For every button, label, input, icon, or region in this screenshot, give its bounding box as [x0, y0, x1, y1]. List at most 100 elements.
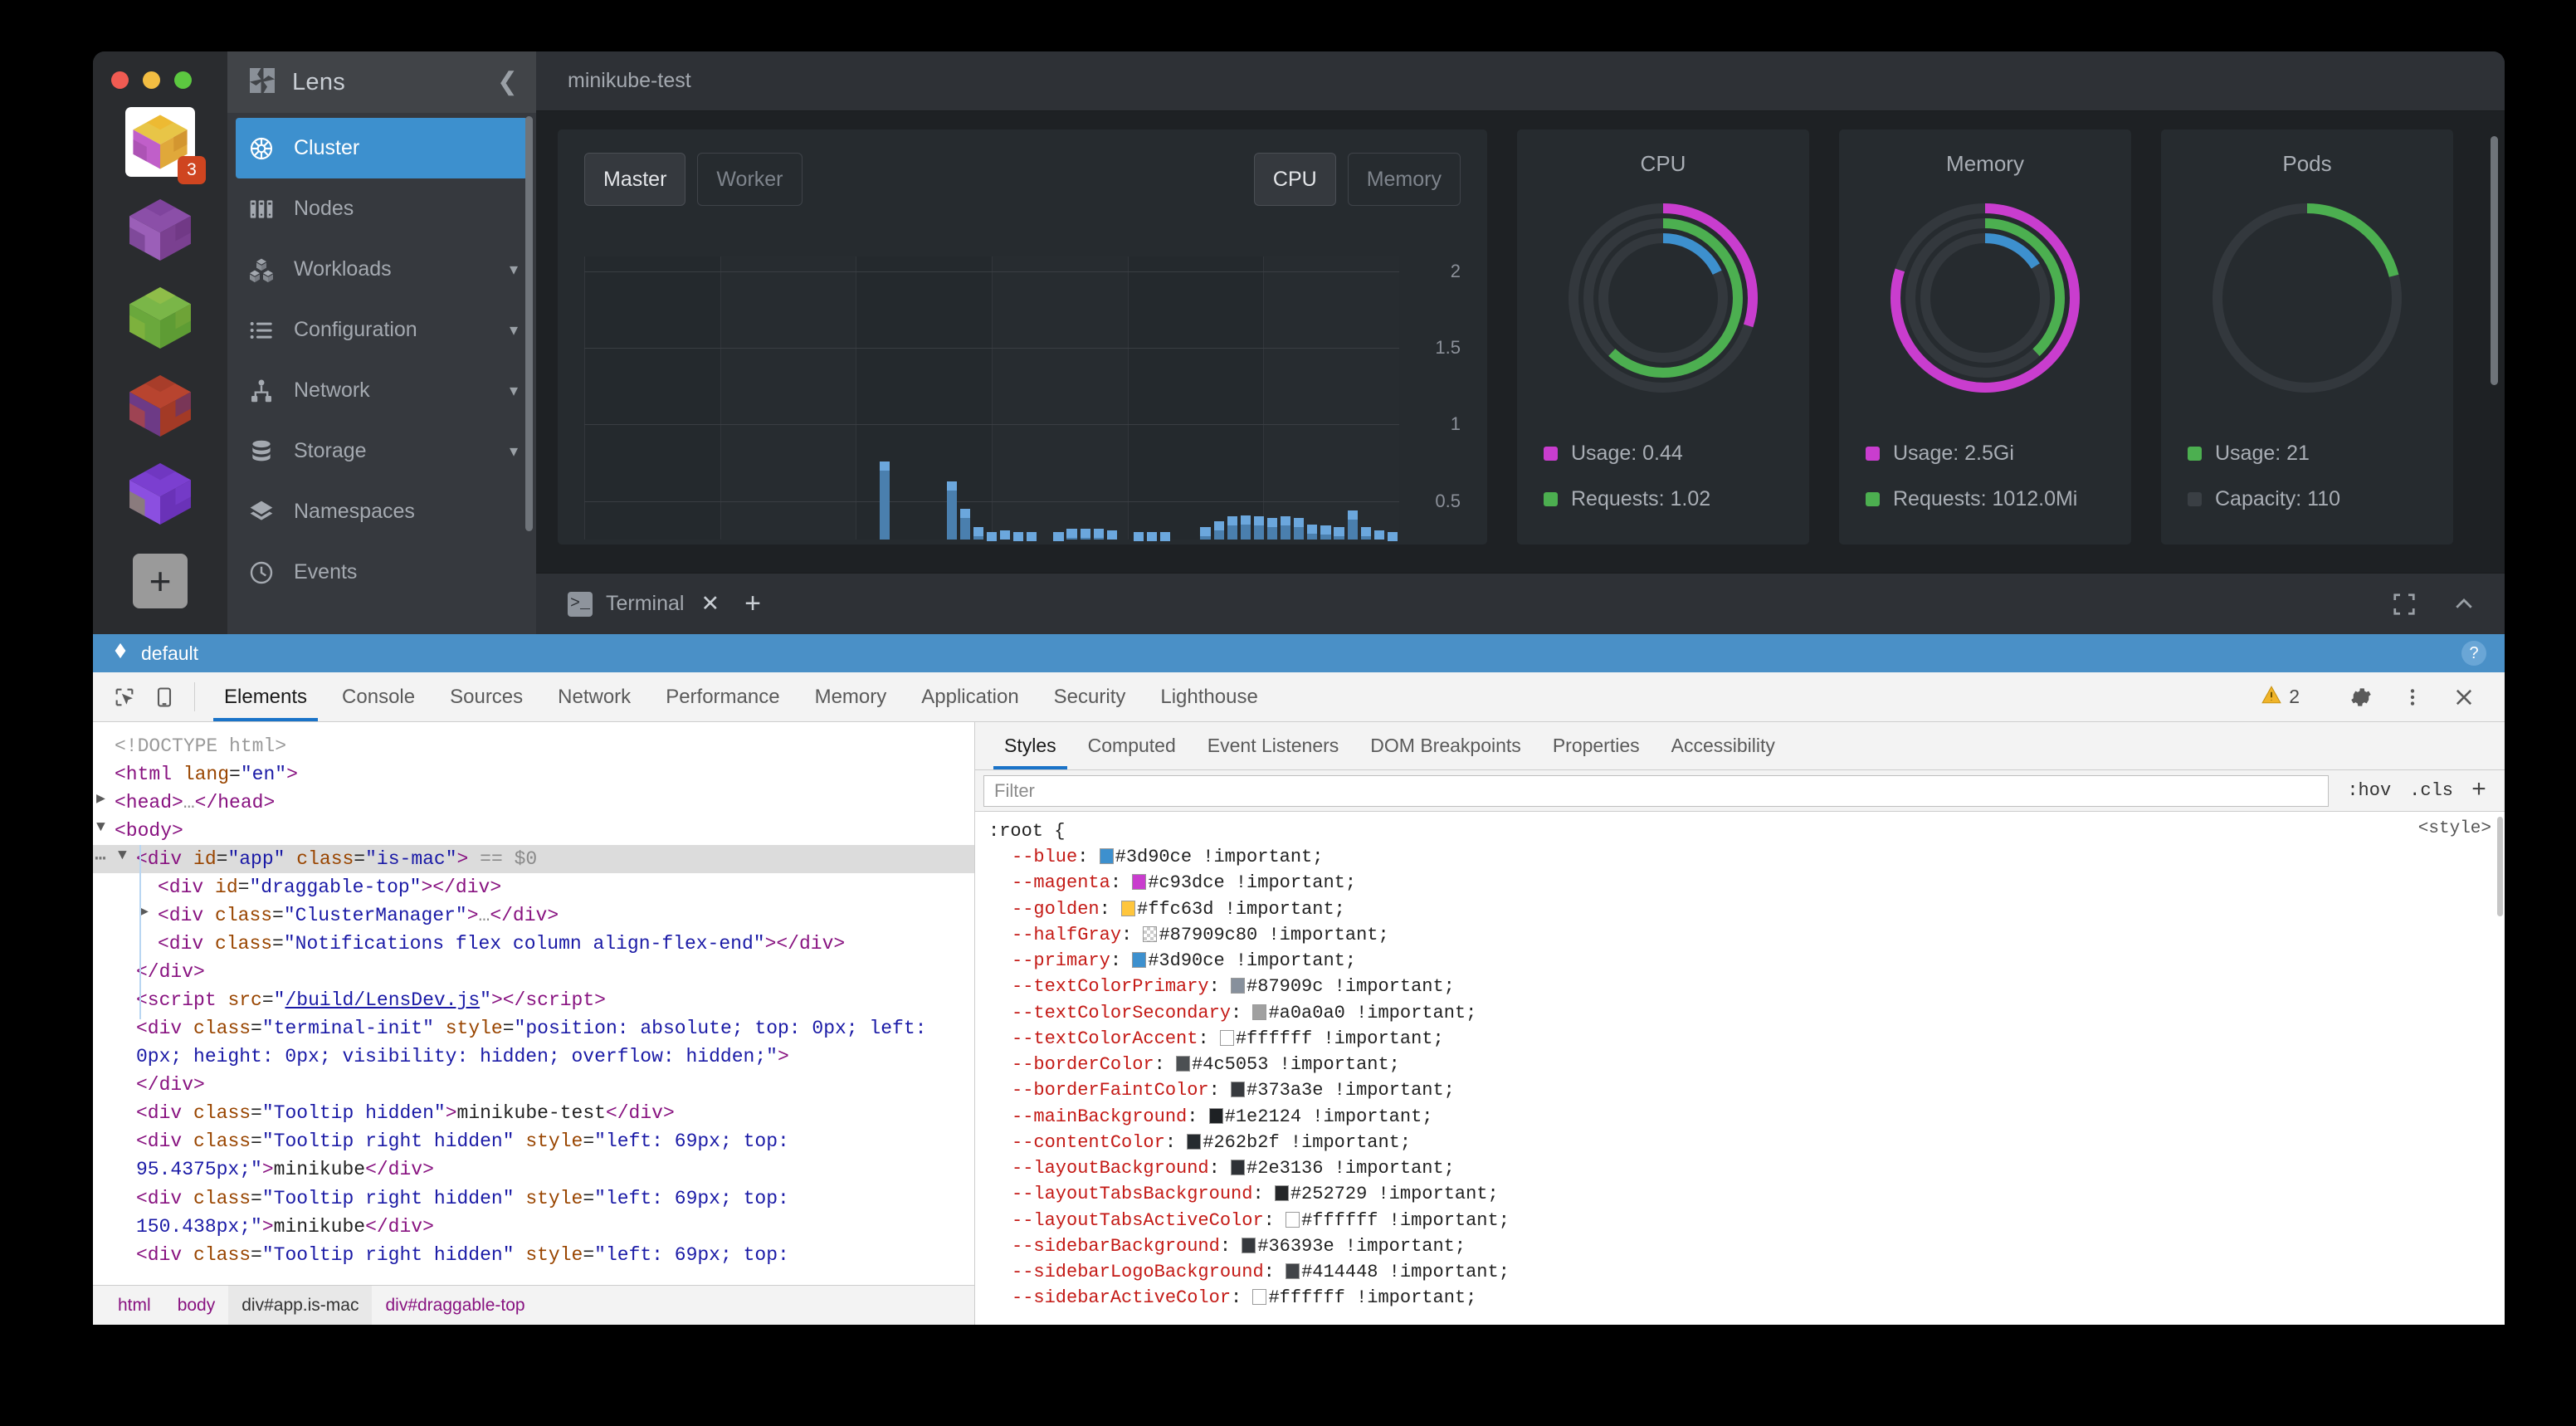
node-menu-icon[interactable]: ⋯: [95, 848, 108, 871]
style-declaration[interactable]: --sidebarActiveColor: #ffffff !important…: [1012, 1287, 1477, 1309]
close-window-button[interactable]: [111, 71, 129, 89]
cluster-icon-0[interactable]: 3: [125, 107, 206, 184]
dom-node-line[interactable]: ▼ <body>: [93, 817, 974, 845]
dom-tree[interactable]: <!DOCTYPE html> <html lang="en"> ▶ <head>…<…: [93, 722, 974, 1285]
breadcrumb-item[interactable]: div#draggable-top: [385, 1295, 525, 1315]
styles-scrollbar[interactable]: [2497, 817, 2503, 916]
color-swatch[interactable]: [1176, 1056, 1191, 1072]
minimize-window-button[interactable]: [143, 71, 160, 89]
chevron-down-icon[interactable]: ▾: [509, 321, 518, 339]
maximize-window-button[interactable]: [174, 71, 192, 89]
dashboard-scrollbar[interactable]: [2491, 136, 2498, 385]
dom-node-line[interactable]: </div>: [136, 961, 205, 984]
style-declaration[interactable]: --mainBackground: #1e2124 !important;: [1012, 1106, 1433, 1127]
sidebar-item-network[interactable]: Network ▾: [227, 360, 536, 421]
color-swatch[interactable]: [1132, 952, 1147, 969]
styles-rules-list[interactable]: <style> :root { --blue: #3d90ce !importa…: [975, 812, 2505, 1325]
sidebar-item-configuration[interactable]: Configuration ▾: [227, 300, 536, 360]
styles-tab-event-listeners[interactable]: Event Listeners: [1207, 735, 1339, 756]
sidebar-item-namespaces[interactable]: Namespaces: [227, 481, 536, 542]
color-swatch[interactable]: [1242, 1237, 1256, 1253]
expand-toggle-icon[interactable]: ▼: [118, 847, 127, 865]
hover-state-button[interactable]: :hov: [2347, 780, 2392, 801]
tab-security[interactable]: Security: [1053, 685, 1126, 708]
style-declaration[interactable]: --borderColor: #4c5053 !important;: [1012, 1054, 1400, 1076]
color-swatch[interactable]: [1219, 1029, 1234, 1046]
style-declaration[interactable]: --halfGray: #87909c80 !important;: [1012, 924, 1389, 945]
sidebar-scrollbar[interactable]: [525, 116, 533, 531]
terminal-tab[interactable]: >_ Terminal: [568, 591, 684, 617]
sidebar-item-events[interactable]: Events: [227, 542, 536, 603]
dom-node-line[interactable]: <script src="/build/LensDev.js"></script…: [136, 989, 606, 1012]
fullscreen-icon[interactable]: [2392, 592, 2417, 617]
close-icon[interactable]: [2438, 686, 2490, 709]
tab-console[interactable]: Console: [342, 685, 416, 708]
styles-tab-properties[interactable]: Properties: [1552, 735, 1640, 756]
breadcrumb-item[interactable]: div#app.is-mac: [228, 1286, 373, 1325]
dom-node-line[interactable]: <html lang="en">: [115, 764, 298, 786]
style-declaration[interactable]: --sidebarLogoBackground: #414448 !import…: [1012, 1261, 1510, 1282]
styles-filter-input[interactable]: Filter: [983, 774, 2330, 807]
close-icon[interactable]: ✕: [700, 591, 720, 616]
sidebar-item-storage[interactable]: Storage ▾: [227, 421, 536, 481]
help-icon[interactable]: ?: [2461, 641, 2486, 666]
style-declaration[interactable]: --textColorSecondary: #a0a0a0 !important…: [1012, 1002, 1477, 1023]
metric-button-memory[interactable]: Memory: [1347, 153, 1461, 206]
color-swatch[interactable]: [1252, 1289, 1267, 1306]
dom-node-line[interactable]: <div class="Tooltip hidden">minikube-tes…: [136, 1102, 675, 1125]
tab-performance[interactable]: Performance: [666, 685, 780, 708]
style-declaration[interactable]: --sidebarBackground: #36393e !important;: [1012, 1235, 1466, 1257]
cluster-icon-2[interactable]: [125, 283, 195, 353]
chevron-left-icon[interactable]: ❮: [496, 68, 518, 95]
color-swatch[interactable]: [1252, 1004, 1267, 1020]
dom-node-line[interactable]: <div id="draggable-top"></div>: [158, 877, 502, 899]
plus-icon[interactable]: +: [744, 588, 761, 619]
expand-toggle-icon[interactable]: ▼: [96, 819, 105, 837]
style-source-link[interactable]: <style>: [2417, 819, 2491, 838]
node-role-button-master[interactable]: Master: [584, 153, 686, 206]
style-declaration[interactable]: --textColorAccent: #ffffff !important;: [1012, 1028, 1444, 1049]
expand-toggle-icon[interactable]: ▶: [96, 791, 105, 808]
metric-button-cpu[interactable]: CPU: [1253, 153, 1336, 206]
dom-node-line[interactable]: </div>: [136, 1074, 205, 1096]
styles-tab-styles[interactable]: Styles: [988, 722, 1072, 769]
style-declaration[interactable]: --magenta: #c93dce !important;: [1012, 872, 1357, 894]
cluster-icon-1[interactable]: [125, 195, 195, 265]
class-editor-button[interactable]: .cls: [2409, 780, 2453, 801]
chevron-down-icon[interactable]: ▾: [509, 261, 518, 279]
color-swatch[interactable]: [1121, 900, 1136, 916]
inspect-element-icon[interactable]: [105, 672, 144, 721]
node-role-button-worker[interactable]: Worker: [697, 153, 803, 206]
chevron-down-icon[interactable]: ▾: [509, 442, 518, 461]
styles-tab-accessibility[interactable]: Accessibility: [1671, 735, 1775, 756]
color-swatch[interactable]: [1143, 925, 1158, 942]
tab-elements[interactable]: Elements: [207, 672, 324, 721]
dom-node-line[interactable]: <div class="Tooltip right hidden" style=…: [136, 1243, 789, 1266]
color-swatch[interactable]: [1274, 1185, 1289, 1202]
chevron-up-icon[interactable]: [2452, 592, 2476, 617]
sidebar-item-workloads[interactable]: Workloads ▾: [227, 239, 536, 300]
tab-application[interactable]: Application: [921, 685, 1019, 708]
color-swatch[interactable]: [1286, 1211, 1300, 1228]
sidebar-item-cluster[interactable]: Cluster: [236, 118, 528, 178]
color-swatch[interactable]: [1132, 874, 1147, 891]
cluster-icon-4[interactable]: [125, 459, 195, 529]
dom-node-line[interactable]: ⋯ ▼ <div id="app" class="is-mac"> == $0: [93, 845, 974, 874]
styles-tab-computed[interactable]: Computed: [1087, 735, 1176, 756]
color-swatch[interactable]: [1208, 1107, 1223, 1124]
device-toolbar-icon[interactable]: [144, 672, 184, 721]
style-declaration[interactable]: --contentColor: #262b2f !important;: [1012, 1131, 1412, 1153]
breadcrumb-item[interactable]: html: [118, 1295, 151, 1315]
dom-node-line[interactable]: <!DOCTYPE html>: [115, 735, 287, 757]
tab-memory[interactable]: Memory: [814, 685, 887, 708]
color-swatch[interactable]: [1187, 1133, 1202, 1150]
tab-network[interactable]: Network: [558, 685, 632, 708]
color-swatch[interactable]: [1099, 848, 1114, 865]
dom-node-line[interactable]: <div class="terminal-init" style="positi…: [136, 1018, 939, 1068]
style-declaration[interactable]: --primary: #3d90ce !important;: [1012, 950, 1357, 972]
chevron-down-icon[interactable]: ▾: [509, 382, 518, 400]
dom-node-line[interactable]: ▶ <head>…</head>: [93, 789, 974, 817]
dom-node-line[interactable]: ▶ <div class="ClusterManager">…</div>: [93, 901, 974, 930]
new-style-rule-button[interactable]: +: [2471, 776, 2486, 805]
breadcrumb-item[interactable]: body: [177, 1295, 216, 1315]
